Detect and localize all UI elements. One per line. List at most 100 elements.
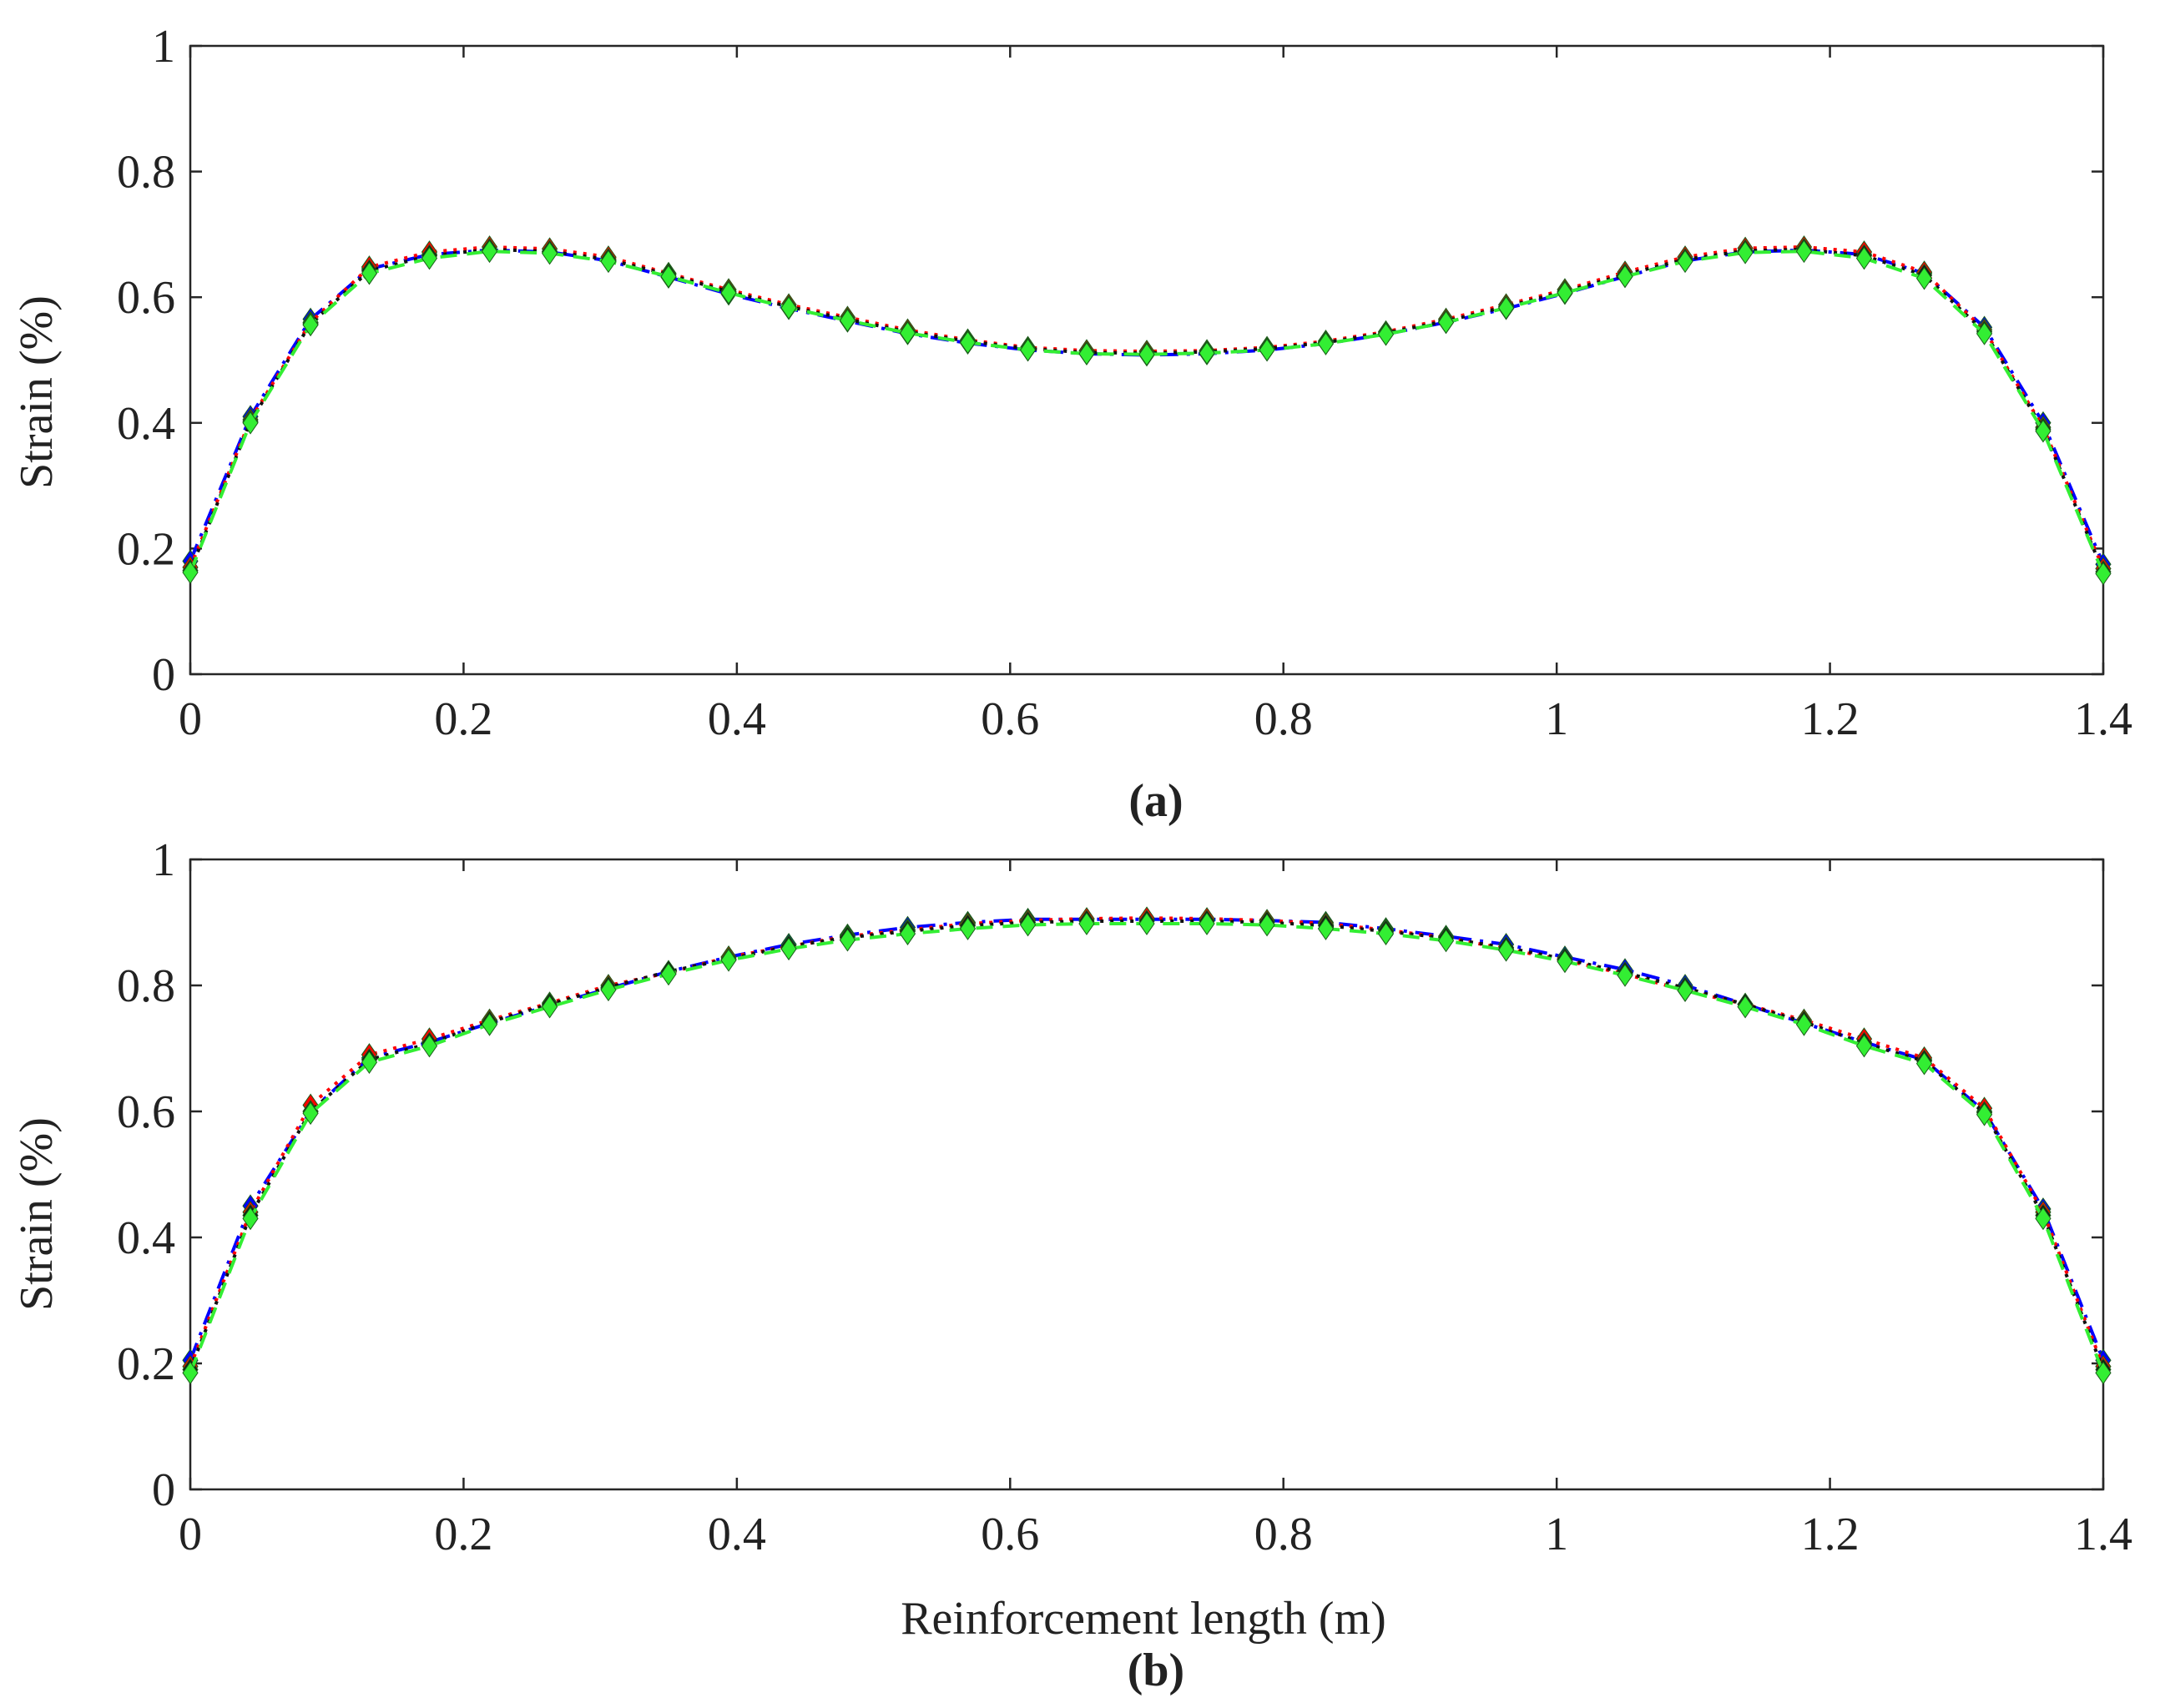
data-point: [1437, 310, 1455, 335]
data-point: [361, 1050, 378, 1074]
series-line-3: [182, 909, 2112, 1382]
x-tick-label: 0.6: [981, 1509, 1039, 1560]
data-point: [839, 928, 856, 952]
series-path: [189, 922, 2105, 1374]
data-point: [2095, 1361, 2112, 1385]
series-path: [189, 249, 2105, 575]
data-point: [780, 937, 797, 961]
data-point: [1497, 296, 1515, 320]
data-point: [1078, 342, 1095, 365]
x-tick-label: 0.2: [434, 1509, 492, 1560]
data-point: [1019, 338, 1037, 362]
data-point: [1737, 240, 1754, 265]
data-point: [481, 1012, 498, 1036]
y-tick-label: 0.8: [117, 960, 175, 1012]
data-point: [600, 978, 617, 1002]
x-tick-label: 0.2: [434, 693, 492, 745]
data-point: [839, 309, 856, 332]
y-tick-label: 0.2: [117, 523, 175, 575]
data-point: [1557, 950, 1573, 974]
series-line-3: [182, 238, 2112, 584]
data-point: [1019, 913, 1037, 937]
series-line-4: [182, 912, 2112, 1385]
data-point: [1855, 246, 1873, 270]
x-tick-label: 0.4: [708, 693, 766, 745]
series-line-4: [182, 239, 2112, 586]
series-path: [189, 916, 2105, 1368]
data-point: [1915, 266, 1933, 290]
data-point: [182, 1361, 199, 1385]
panel-a: Strain (%) (a) 0 0.2 0.4 0.6 0.8 1 1.2 1.4 0 0.2 0…: [11, 21, 2132, 827]
data-point: [242, 1207, 259, 1231]
y-tick-label: 0: [152, 649, 175, 701]
x-axis-label: Reinforcement length (m): [901, 1593, 1386, 1645]
data-point: [1677, 979, 1693, 1002]
data-point: [720, 281, 737, 305]
plot-frame: [189, 858, 2105, 1491]
series-path: [189, 247, 2105, 573]
y-tick-label: 0.2: [117, 1338, 175, 1390]
y-axis-label-a: Strain (%): [11, 295, 63, 489]
y-tick-label: 0: [152, 1464, 175, 1516]
data-point: [1259, 338, 1275, 362]
y-tick-label: 0.6: [117, 1086, 175, 1138]
x-tick-label: 0.8: [1254, 1509, 1313, 1560]
data-point: [1915, 1051, 1933, 1076]
series-path: [189, 919, 2105, 1371]
x-tick-label: 0: [179, 1509, 202, 1560]
data-point: [1497, 938, 1515, 962]
data-point: [1199, 341, 1215, 365]
data-point: [1377, 322, 1395, 346]
data-point: [1138, 912, 1155, 935]
series-line-2: [182, 235, 2112, 581]
y-tick-label: 1: [152, 834, 175, 886]
panel-label-a: (a): [1128, 775, 1183, 827]
x-tick-label: 1: [1545, 693, 1568, 745]
data-point: [421, 1034, 438, 1058]
data-point: [660, 962, 677, 986]
data-point: [1138, 342, 1155, 366]
data-point: [182, 561, 199, 584]
data-point: [600, 249, 617, 274]
x-tick-label: 0: [179, 693, 202, 745]
data-point: [1078, 912, 1095, 935]
data-point: [2035, 1207, 2051, 1231]
data-point: [541, 995, 558, 1019]
data-point: [1617, 964, 1633, 987]
data-point: [1557, 281, 1573, 305]
data-point: [780, 296, 797, 320]
data-point: [1737, 995, 1754, 1019]
x-tick-label: 0.8: [1254, 693, 1313, 745]
y-tick-label: 0.8: [117, 147, 175, 199]
series-path: [189, 248, 2105, 565]
series-path: [189, 917, 2105, 1361]
data-point: [720, 948, 737, 972]
x-tick-label: 1.4: [2074, 1509, 2132, 1560]
data-point: [302, 1101, 319, 1126]
data-point: [302, 313, 319, 337]
data-point: [1437, 929, 1455, 953]
x-tick-label: 1.2: [1801, 1509, 1860, 1560]
data-point: [1259, 913, 1275, 937]
data-point: [1795, 1012, 1813, 1036]
x-tick-label: 1: [1545, 1509, 1568, 1560]
x-tick-label: 0.6: [981, 693, 1039, 745]
data-point: [541, 241, 558, 265]
y-tick-label: 1: [152, 21, 175, 73]
data-point: [481, 239, 498, 264]
data-point: [2095, 562, 2112, 586]
series-line-1: [182, 907, 2112, 1373]
data-point: [1199, 912, 1215, 935]
data-point: [1317, 332, 1335, 355]
data-point: [660, 265, 677, 289]
data-point: [959, 330, 977, 355]
panel-label-b: (b): [1128, 1645, 1184, 1696]
data-point: [2035, 419, 2051, 443]
panel-b: Strain (%) Reinforcement length (m) (b) …: [11, 834, 2132, 1696]
series-line-2: [182, 906, 2112, 1378]
y-tick-label: 0.6: [117, 272, 175, 324]
series-line-1: [182, 238, 2112, 577]
data-point: [899, 922, 916, 945]
data-point: [1976, 321, 1993, 345]
